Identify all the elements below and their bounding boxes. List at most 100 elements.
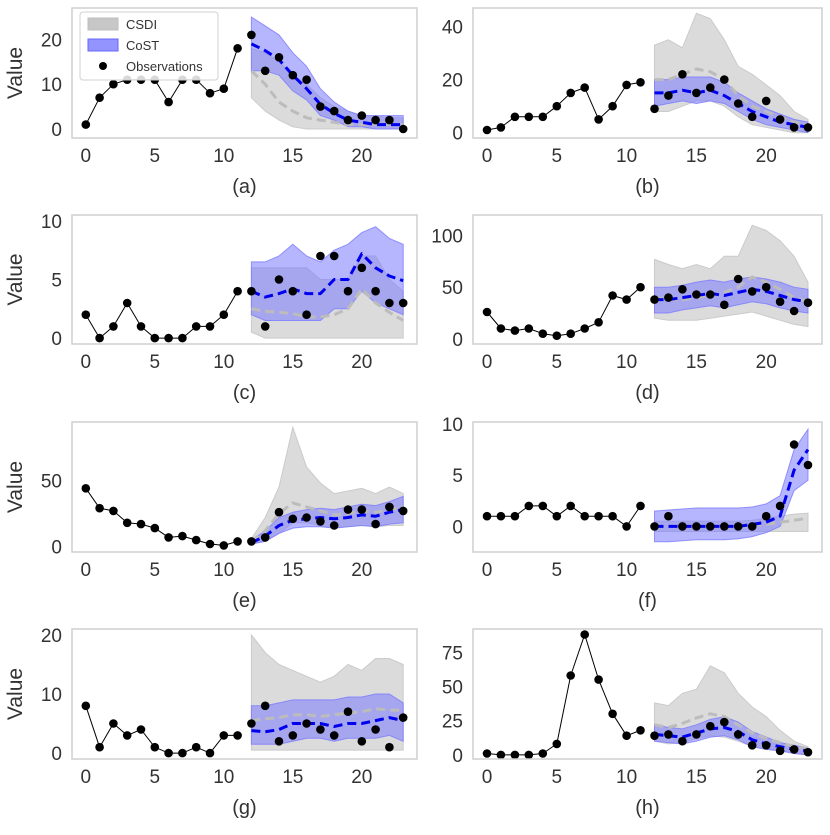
observation-point [692,730,701,739]
observation-point [343,707,353,716]
history-point [510,750,520,759]
history-point [164,97,173,107]
observation-point [720,300,729,310]
history-point [219,310,229,320]
observation-point [678,285,687,294]
legend: CSDI CoST Observations [79,11,219,81]
observation-point [775,297,785,307]
history-point [524,750,534,759]
history-point [482,749,492,758]
observation-point [247,286,256,296]
observation-point [329,731,339,740]
plot-area [482,427,813,543]
observation-point [357,111,367,120]
history-point [205,539,215,549]
history-point [510,326,520,335]
panel-caption: (e) [232,590,256,612]
observation-point [247,719,256,728]
x-tick-label: 0 [81,560,92,581]
observation-point [664,293,673,302]
history-point [608,101,617,111]
observation-point [357,263,367,273]
observation-point [747,287,757,296]
observation-point [803,747,813,757]
observation-point [678,522,687,531]
y-tick-label: 5 [452,466,463,487]
plot-area [482,630,813,759]
history-point [482,511,492,521]
x-tick-label: 15 [282,146,303,167]
legend-swatch [87,17,119,31]
y-tick-label: 10 [41,75,62,96]
history-point [524,324,534,333]
history-point [482,307,492,317]
y-tick-label: 50 [442,678,463,699]
history-point [81,484,91,493]
observation-point [664,511,673,521]
panel-caption: (a) [232,176,256,198]
panel-caption: (d) [635,382,659,404]
observation-point [343,505,353,514]
observation-point [706,721,715,731]
observation-point [274,53,284,62]
observation-point [803,123,813,132]
history-point [622,80,631,90]
y-tick-label: 75 [442,643,463,664]
history-point [608,291,617,300]
observation-point [302,75,311,84]
observation-point [747,741,757,750]
observation-point [761,96,771,106]
csdi-median-line [251,287,404,322]
y-tick-label: 50 [442,278,463,299]
observation-point [316,251,325,261]
x-tick-label: 10 [616,560,637,581]
y-axis-title: Value [4,461,27,513]
y-tick-label: 100 [431,227,463,248]
y-tick-label: 0 [51,120,62,141]
observation-point [302,513,311,522]
cost-band [250,693,404,745]
history-point [608,709,617,719]
observation-point [385,298,394,308]
history-line [85,290,239,339]
observation-point [733,274,743,284]
y-tick-label: 10 [41,685,62,706]
observation-point [706,522,715,531]
x-tick-label: 15 [686,146,707,167]
x-tick-label: 15 [282,352,303,373]
observation-point [678,736,687,746]
observation-point [650,295,659,304]
history-point [524,501,534,511]
observation-point [789,123,799,132]
history-point [636,726,645,735]
history-point [636,501,645,511]
observation-point [385,115,394,125]
history-point [219,731,229,740]
csdi-median-line [654,275,809,304]
observation-point [371,519,380,529]
history-point [109,322,118,331]
observation-point [247,30,256,40]
history-point [594,318,603,327]
x-tick-label: 20 [351,146,372,167]
panel-b: 0 5 10 15 20 0 20 40 (b) [442,7,823,198]
cost-median-line [251,716,404,734]
x-tick-label: 0 [81,352,92,373]
legend-label: CSDI [126,17,157,32]
x-tick-label: 15 [686,352,707,373]
observation-point [329,251,339,261]
x-tick-label: 0 [81,146,92,167]
y-tick-label: 10 [41,212,62,233]
observation-point [316,725,325,734]
x-tick-label: 20 [756,767,777,788]
history-point [150,523,160,533]
plot-area [81,633,408,758]
history-point [566,501,575,511]
observation-point [316,102,325,111]
legend-label: CoST [126,38,159,53]
observation-point [302,310,311,320]
panel-frame [472,214,823,345]
history-line [85,488,238,546]
panel-c: 0 5 10 15 20 0 5 10 Value (c) [4,212,418,404]
